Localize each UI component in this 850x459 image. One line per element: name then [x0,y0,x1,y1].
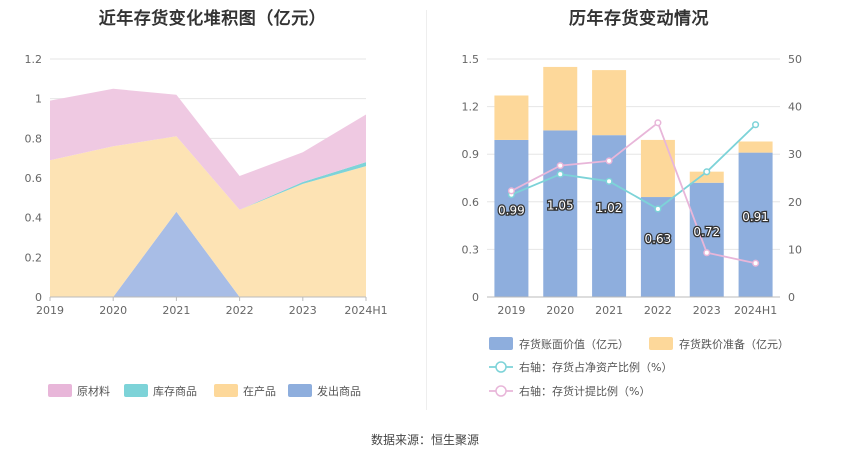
y-tick-label: 1.2 [25,53,43,66]
x-tick-label: 2022 [644,304,672,317]
area-原材料 [50,88,366,210]
legend-label: 发出商品 [317,384,361,398]
y-right-tick-label: 0 [788,291,795,304]
bar-data-label: 1.05 [547,199,574,213]
bar-segment-book-value [494,139,529,297]
bar-segment-impairment [592,70,627,136]
bar-segment-book-value [689,182,724,297]
legend-swatch [649,337,673,350]
x-tick-label: 2022 [226,304,254,317]
stacked-area-chart: 0 0.2 0.4 0.6 0.8 1 1.2 2019 2020 2021 2022 2023 202… [25,53,388,398]
line-point [654,205,662,213]
legend-swatch [124,384,148,397]
legend-item-库存商品: 库存商品 [124,384,197,398]
legend-label: 原材料 [77,384,110,398]
line-point [556,170,564,178]
bar-segment-impairment [543,66,578,131]
legend-label: 存货账面价值（亿元） [519,337,629,351]
x-tick-label: 2020 [99,304,127,317]
line-point [605,157,613,165]
legend-label: 在产品 [243,384,276,398]
legend-marker [495,385,507,397]
legend-item-net-asset-ratio: 右轴：存货占净资产比例（%） [489,360,672,374]
legend-swatch [489,337,513,350]
data-source-note: 数据来源：恒生聚源 [370,433,479,447]
bar-segment-impairment [640,139,675,198]
line-point [703,249,711,257]
line-point [752,121,760,129]
y-right-tick-label: 40 [788,101,802,114]
line-point [605,177,613,185]
x-tick-label: 2023 [693,304,721,317]
y-right-tick-label: 20 [788,196,802,209]
y-left-tick-label: 0.6 [462,196,480,209]
x-tick-label: 2024H1 [734,304,777,317]
y-right-tick-label: 10 [788,243,802,256]
x-tick-label: 2019 [36,304,64,317]
x-tick-label: 2019 [497,304,525,317]
bar-data-label: 0.72 [693,225,720,239]
area-发出商品 [50,211,366,297]
bar-segment-book-value [543,130,578,297]
legend-swatch [214,384,238,397]
legend-item-发出商品: 发出商品 [288,384,361,398]
legend-swatch [48,384,72,397]
y-left-tick-label: 1.2 [462,101,480,114]
legend-label: 右轴：存货占净资产比例（%） [519,360,672,374]
bar-segment-impairment [494,95,529,140]
legend-item-在产品: 在产品 [214,384,276,398]
left-chart-panel: 近年存货变化堆积图（亿元） 0 0.2 0.4 0.6 0.8 1 1.2 2019 2020 2… [0,0,425,410]
left-chart-title: 近年存货变化堆积图（亿元） [98,9,327,29]
line-point [703,168,711,176]
y-tick-label: 1 [35,93,42,106]
bar-segment-book-value [738,152,773,297]
x-tick-label: 2023 [289,304,317,317]
legend-label: 存货跌价准备（亿元） [679,337,789,351]
bar-data-label: 0.91 [742,210,769,224]
line-point [556,162,564,170]
bar-data-label: 0.99 [498,203,525,217]
y-left-tick-label: 1.5 [462,53,480,66]
x-tick-label: 2021 [595,304,623,317]
line-point [507,187,515,195]
y-tick-label: 0.4 [25,212,43,225]
y-tick-label: 0.2 [25,251,43,264]
line-point [654,119,662,127]
x-tick-label: 2020 [546,304,574,317]
line-net-asset-ratio [511,124,757,210]
y-right-tick-label: 50 [788,53,802,66]
legend-item-原材料: 原材料 [48,384,110,398]
panel-divider [426,10,427,410]
bar-segment-impairment [738,141,773,153]
legend-marker [495,361,507,373]
right-chart-panel: 历年存货变动情况 0 0.3 0.6 0.9 1.2 1.5 0 10 20 30 40 50 2019… [428,0,850,410]
area-在产品 [50,136,366,297]
y-tick-label: 0.6 [25,172,43,185]
y-left-tick-label: 0 [472,291,479,304]
legend-label: 右轴：存货计提比例（%） [519,384,650,398]
legend-item-impairment: 存货跌价准备（亿元） [649,337,789,351]
y-right-tick-label: 30 [788,148,802,161]
y-left-tick-label: 0.3 [462,243,480,256]
y-tick-label: 0.8 [25,132,43,145]
y-left-tick-label: 0.9 [462,148,480,161]
bar-segment-book-value [640,197,675,297]
bar-segment-impairment [689,171,724,183]
right-chart-title: 历年存货变动情况 [569,9,709,29]
y-tick-label: 0 [35,291,42,304]
x-tick-label: 2021 [162,304,190,317]
bar-line-combo-chart: 0 0.3 0.6 0.9 1.2 1.5 0 10 20 30 40 50 2019 2020 2021 2… [462,53,803,398]
legend-label: 库存商品 [153,384,197,398]
legend-item-book-value: 存货账面价值（亿元） [489,337,629,351]
legend-swatch [288,384,312,397]
legend-item-provision-ratio: 右轴：存货计提比例（%） [489,384,650,398]
bar-data-label: 0.63 [645,232,672,246]
line-provision-ratio [510,121,756,265]
bar-data-label: 1.02 [596,201,623,215]
line-point [752,259,760,267]
x-tick-label: 2024H1 [344,304,387,317]
